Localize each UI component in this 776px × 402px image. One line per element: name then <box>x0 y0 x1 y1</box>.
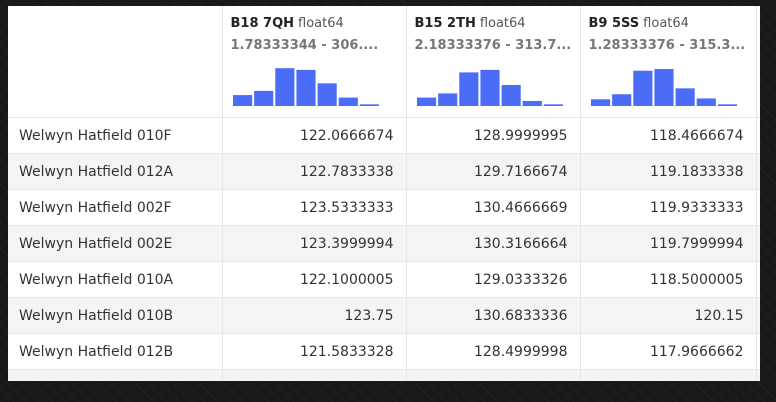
table-cell[interactable]: 119.5499995 <box>580 369 757 381</box>
table-cell-partial <box>756 117 760 154</box>
histogram-bar <box>522 100 542 106</box>
table-cell[interactable]: 129.0333326 <box>406 261 581 298</box>
histogram-bar <box>501 85 521 106</box>
row-index: Welwyn Hatfield 012A <box>8 153 223 190</box>
index-header <box>8 6 223 118</box>
column-name: B15 2TH <box>414 16 476 31</box>
histogram-bar <box>338 97 358 106</box>
histogram-bar <box>317 83 337 106</box>
column-header-partial <box>756 6 760 118</box>
table-cell[interactable]: 118.5000005 <box>580 261 757 298</box>
table-cell-partial <box>756 189 760 226</box>
histogram-bar <box>653 69 674 106</box>
table-cell-partial <box>756 333 760 370</box>
column-dtype: float64 <box>643 16 689 31</box>
row-index: Welwyn Hatfield 010B <box>8 297 223 334</box>
column-histogram <box>590 69 737 106</box>
table-cell[interactable]: 119.7999994 <box>580 225 757 262</box>
row-index: Welwyn Hatfield 002E <box>8 225 223 262</box>
table-row[interactable]: Welwyn Hatfield 002E 123.3999994 130.316… <box>8 225 760 262</box>
table-cell[interactable]: 119.9333333 <box>580 189 757 226</box>
table-cell[interactable]: 130.6833336 <box>406 297 581 334</box>
table-cell-partial <box>756 153 760 190</box>
histogram-bar <box>632 70 652 106</box>
column-header[interactable]: B15 2TH float64 2.18333376 - 313.7... <box>406 6 581 118</box>
histogram-bar <box>696 98 716 106</box>
table-cell-partial <box>756 369 760 381</box>
table-cell[interactable]: 122.0666674 <box>222 117 407 154</box>
column-name: B18 7QH <box>230 16 295 31</box>
table-row[interactable]: Welwyn Hatfield 011D 123.1666661 130.099… <box>8 369 760 381</box>
table-cell[interactable]: 119.1833338 <box>580 153 757 190</box>
histogram-bar <box>479 69 500 106</box>
data-table: B18 7QH float64 1.78333344 - 306.... B15 … <box>8 6 760 381</box>
table-cell[interactable]: 123.5333333 <box>222 189 407 226</box>
histogram-bar <box>458 72 478 106</box>
column-dtype: float64 <box>298 16 344 31</box>
histogram-bar <box>437 93 457 106</box>
table-cell[interactable]: 128.4999998 <box>406 333 581 370</box>
histogram-bar <box>274 68 294 106</box>
table-row[interactable]: Welwyn Hatfield 010A 122.1000005 129.033… <box>8 261 760 298</box>
column-range: 2.18333376 - 313.7... <box>414 38 572 53</box>
histogram-bar <box>543 104 563 106</box>
histogram-bar <box>232 95 252 106</box>
row-index: Welwyn Hatfield 012B <box>8 333 223 370</box>
column-histogram <box>416 69 563 106</box>
table-row[interactable]: Welwyn Hatfield 010B 123.75 130.6833336 … <box>8 297 760 334</box>
column-histogram <box>232 68 379 106</box>
table-cell-partial <box>756 225 760 262</box>
column-header[interactable]: B18 7QH float64 1.78333344 - 306.... <box>222 6 407 118</box>
histogram-bar <box>416 97 436 106</box>
column-range: 1.78333344 - 306.... <box>230 38 379 53</box>
column-name: B9 5SS <box>588 16 640 31</box>
table-cell[interactable]: 120.15 <box>580 297 757 334</box>
table-row[interactable]: Welwyn Hatfield 012B 121.5833328 128.499… <box>8 333 760 370</box>
column-dtype: float64 <box>479 16 526 31</box>
table-cell[interactable]: 128.9999995 <box>406 117 581 154</box>
table-cell-partial <box>756 297 760 334</box>
table-cell[interactable]: 130.0999997 <box>406 369 581 381</box>
table-cell[interactable]: 130.4666669 <box>406 189 581 226</box>
column-range: 1.28333376 - 315.3... <box>588 38 746 53</box>
table-row[interactable]: Welwyn Hatfield 012A 122.7833338 129.716… <box>8 153 760 190</box>
row-index: Welwyn Hatfield 010F <box>8 117 223 154</box>
header-row: B18 7QH float64 1.78333344 - 306.... B15 … <box>8 6 760 118</box>
table-row[interactable]: Welwyn Hatfield 002F 123.5333333 130.466… <box>8 189 760 226</box>
table-cell[interactable]: 121.5833328 <box>222 333 407 370</box>
histogram-bar <box>590 99 610 106</box>
table-cell[interactable]: 122.7833338 <box>222 153 407 190</box>
histogram-bar <box>359 104 379 106</box>
table-cell[interactable]: 122.1000005 <box>222 261 407 298</box>
row-index: Welwyn Hatfield 011D <box>8 369 223 381</box>
table-cell[interactable]: 123.75 <box>222 297 407 334</box>
table-cell[interactable]: 117.9666662 <box>580 333 757 370</box>
histogram-bar <box>675 88 695 106</box>
histogram-bar <box>253 90 273 106</box>
histogram-bar <box>717 104 737 106</box>
row-index: Welwyn Hatfield 010A <box>8 261 223 298</box>
table-cell[interactable]: 118.4666674 <box>580 117 757 154</box>
table-cell[interactable]: 129.7166674 <box>406 153 581 190</box>
table-cell[interactable]: 123.1666661 <box>222 369 407 381</box>
histogram-bar <box>611 94 631 106</box>
table-cell[interactable]: 130.3166664 <box>406 225 581 262</box>
table-cell[interactable]: 123.3999994 <box>222 225 407 262</box>
table-cell-partial <box>756 261 760 298</box>
histogram-bar <box>295 69 316 106</box>
table-row[interactable]: Welwyn Hatfield 010F 122.0666674 128.999… <box>8 117 760 154</box>
dataframe-viewer: B18 7QH float64 1.78333344 - 306.... B15 … <box>8 6 760 381</box>
column-header[interactable]: B9 5SS float64 1.28333376 - 315.3... <box>580 6 757 118</box>
row-index: Welwyn Hatfield 002F <box>8 189 223 226</box>
